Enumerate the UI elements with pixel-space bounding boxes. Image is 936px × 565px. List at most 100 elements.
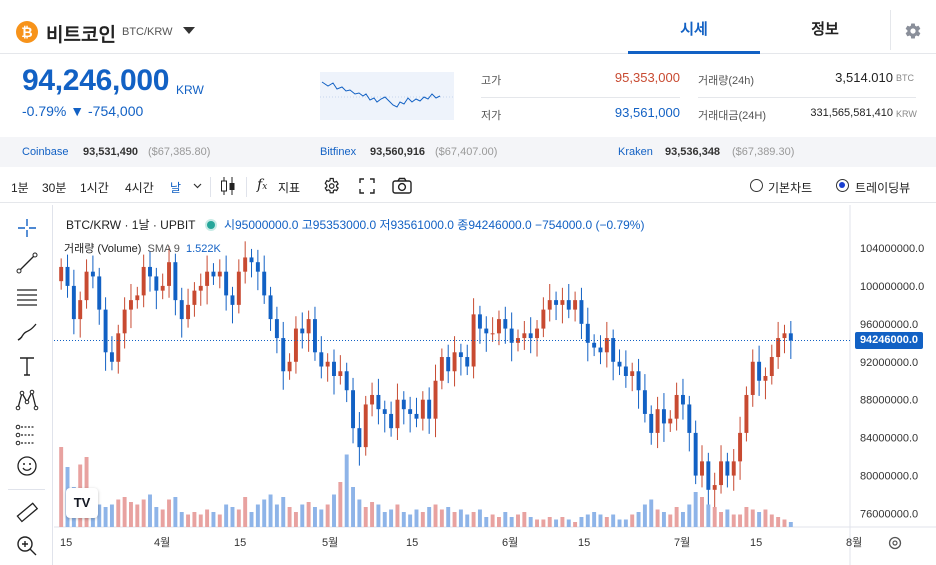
trading-view-label[interactable]: 트레이딩뷰 xyxy=(855,181,911,195)
candle-body xyxy=(300,328,305,334)
volume-bar xyxy=(712,507,717,527)
volume-bar xyxy=(344,454,349,527)
axis-settings-icon xyxy=(892,540,898,546)
x-tick-label: 6월 xyxy=(502,536,518,549)
candle-body xyxy=(217,271,222,277)
volume-bar xyxy=(154,507,159,527)
tradingview-logo[interactable]: TV xyxy=(66,488,98,518)
volume-bar xyxy=(687,504,692,527)
volume-bar xyxy=(674,507,679,527)
caret-down-icon[interactable] xyxy=(183,27,195,34)
tab-market-price[interactable]: 시세 xyxy=(628,0,760,54)
candle-body xyxy=(420,399,425,419)
volume-bar xyxy=(788,522,793,527)
candle-body xyxy=(452,352,457,372)
volume-bar xyxy=(731,514,736,527)
camera-icon[interactable] xyxy=(392,177,412,195)
volume-bar xyxy=(160,509,165,527)
volume-bar xyxy=(173,497,178,527)
fullscreen-icon[interactable] xyxy=(359,178,375,194)
y-tick-label: 76000000.0 xyxy=(860,509,918,521)
change-rate: -0.79% xyxy=(22,103,67,119)
candle-body xyxy=(395,399,400,429)
candle-body xyxy=(477,314,482,329)
interval-4h[interactable]: 4시간 xyxy=(125,181,154,195)
basic-chart-radio[interactable] xyxy=(750,179,763,192)
candle-body xyxy=(661,409,666,424)
volume-bar xyxy=(573,522,578,527)
trend-line-icon[interactable] xyxy=(15,251,39,275)
volume-bar xyxy=(528,517,533,527)
volume-bar xyxy=(97,504,102,527)
volume-bar xyxy=(738,514,743,527)
toolbar-divider xyxy=(8,489,45,490)
gear-icon[interactable] xyxy=(904,22,922,40)
fib-lines-icon[interactable] xyxy=(15,285,39,309)
volume-legend: 거래량 (Volume) SMA 9 1.522K xyxy=(64,240,221,256)
candle-body xyxy=(680,394,685,405)
interval-day[interactable]: 날 xyxy=(170,181,182,195)
sparkline-chart xyxy=(320,72,454,120)
candlestick-type-icon[interactable] xyxy=(219,176,237,196)
zoom-in-icon[interactable] xyxy=(15,534,39,558)
brush-icon[interactable] xyxy=(15,320,39,344)
candle-body xyxy=(725,461,730,476)
prediction-icon[interactable] xyxy=(15,423,39,447)
emoji-icon[interactable] xyxy=(15,454,39,478)
volume-bar xyxy=(452,512,457,527)
sma-label: SMA 9 xyxy=(147,243,180,255)
coin-pair[interactable]: BTC/KRW xyxy=(122,26,173,38)
interval-1m[interactable]: 1분 xyxy=(11,181,29,195)
candle-body xyxy=(198,285,203,291)
pattern-icon[interactable] xyxy=(15,388,39,412)
candle-body xyxy=(427,399,432,419)
ruler-icon[interactable] xyxy=(15,500,39,524)
low-label: 저가 xyxy=(481,110,502,122)
volume-value: 3,514.010 xyxy=(835,70,893,85)
trading-view-radio[interactable] xyxy=(836,179,849,192)
candle-body xyxy=(59,266,64,282)
x-tick-label: 5월 xyxy=(322,536,338,549)
candle-body xyxy=(389,413,394,429)
volume-bar xyxy=(363,507,368,527)
candle-body xyxy=(706,461,711,490)
volume-bar xyxy=(217,514,222,527)
coin-name[interactable]: 비트코인 xyxy=(46,25,116,46)
settings-icon[interactable] xyxy=(322,177,340,195)
exchange-name[interactable]: Coinbase xyxy=(22,146,69,158)
interval-1h[interactable]: 1시간 xyxy=(80,181,109,195)
candle-body xyxy=(700,461,704,476)
volume-bar xyxy=(357,499,362,527)
exchange-name[interactable]: Bitfinex xyxy=(320,146,357,158)
interval-30m[interactable]: 30분 xyxy=(42,181,67,195)
candle-body xyxy=(103,309,108,353)
volume-bar xyxy=(592,512,597,527)
chevron-down-icon[interactable] xyxy=(193,183,202,189)
sma-value: 1.522K xyxy=(185,243,221,255)
last-price-tag: 94246000.0 xyxy=(855,332,923,350)
y-tick-label: 80000000.0 xyxy=(860,471,918,483)
candle-body xyxy=(547,300,552,310)
indicator-button[interactable]: 지표 xyxy=(278,181,301,195)
candle-body xyxy=(617,361,622,367)
volume-bar xyxy=(420,512,425,527)
candle-body xyxy=(401,399,406,410)
tab-info[interactable]: 정보 xyxy=(811,21,839,38)
candle-body xyxy=(255,262,260,272)
candle-body xyxy=(566,300,571,310)
candle-body xyxy=(738,432,743,462)
candle-body xyxy=(236,271,241,305)
candle-body xyxy=(211,271,216,277)
price-chart[interactable]: 104000000.0 100000000.0 96000000.0 92000000… xyxy=(54,205,936,565)
exchange-name[interactable]: Kraken xyxy=(618,146,653,158)
basic-chart-label[interactable]: 기본차트 xyxy=(768,181,813,195)
volume-bar xyxy=(332,494,336,527)
candle-body xyxy=(630,371,635,376)
volume-bar xyxy=(547,517,552,527)
drawing-toolbar xyxy=(0,205,53,565)
price-change: -0.79% ▼ -754,000 xyxy=(22,103,143,119)
function-icon[interactable]: fx xyxy=(257,177,268,193)
text-tool-icon[interactable] xyxy=(15,354,39,378)
crosshair-icon[interactable] xyxy=(15,216,39,240)
candle-body xyxy=(439,357,444,381)
